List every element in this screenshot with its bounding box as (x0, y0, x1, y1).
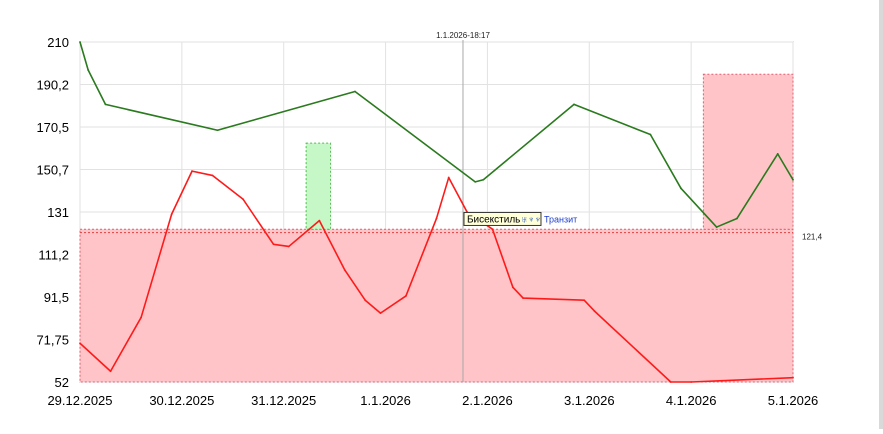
x-tick-label: 3.1.2026 (564, 393, 615, 408)
series-2-point (170, 213, 173, 216)
cursor-label: 1.1.2026-18:17 (436, 31, 490, 40)
annotation-box (463, 211, 542, 226)
y-tick-label: 210 (47, 35, 69, 50)
series-1-point (680, 187, 682, 190)
series-2-point (191, 170, 193, 173)
y-tick-label: 150,7 (36, 163, 69, 178)
series-1-point (736, 217, 738, 220)
series-1-point (216, 129, 219, 132)
series-1-point (715, 226, 718, 228)
y-tick-label: 71,75 (36, 333, 69, 348)
y-tick-label: 170,5 (36, 120, 69, 135)
shaded-region-2 (702, 73, 794, 230)
series-1-point (104, 103, 107, 106)
series-2-point (435, 217, 438, 220)
annotation-text: Бисекстиль (467, 214, 520, 225)
y-tick-label: 52 (55, 375, 69, 390)
series-1-line (79, 41, 794, 228)
x-tick-label: 2.1.2026 (462, 393, 513, 408)
annotation: Бисекстиль ♅♆♆ Транзит (463, 211, 577, 226)
x-tick-label: 30.12.2025 (149, 393, 214, 408)
window-right-border (879, 0, 883, 429)
series-2-point (491, 228, 494, 231)
reference-line-label: 121,4 (802, 233, 823, 242)
y-tick-label: 131 (47, 205, 69, 220)
x-tick-label: 4.1.2026 (666, 393, 717, 408)
series-2-point (792, 376, 794, 379)
shaded-region-1 (79, 228, 794, 383)
series-2-line (79, 170, 794, 383)
series-2-point (593, 310, 596, 312)
series-2-point (669, 381, 672, 383)
series-2-point (583, 299, 586, 302)
x-tick-label: 5.1.2026 (768, 393, 819, 408)
series-1-point (649, 133, 652, 136)
annotation-symbols: ♅♆♆ (521, 214, 541, 224)
series-2-point (379, 312, 382, 315)
y-tick-label: 111,2 (38, 248, 69, 263)
series-2-point (308, 228, 311, 231)
series-1-point (79, 41, 81, 43)
x-tick-label: 1.1.2026 (360, 393, 411, 408)
x-tick-label: 29.12.2025 (47, 393, 112, 408)
series-2-point (343, 269, 346, 272)
series-2-point (522, 297, 524, 299)
series-2-point (140, 316, 143, 319)
series-2-point (447, 176, 450, 179)
x-tick-label: 31.12.2025 (251, 393, 316, 408)
series-1-point (482, 178, 485, 181)
series-2-point (511, 286, 514, 289)
series-1-point (573, 103, 575, 106)
series-2-point (109, 370, 112, 373)
shaded-region-3 (305, 142, 332, 230)
series-1-point (776, 152, 779, 155)
series-2-point (242, 198, 244, 200)
series-2-point (79, 342, 81, 345)
y-tick-label: 190,2 (36, 78, 69, 93)
series-1-point (792, 178, 794, 181)
series-2-point (287, 245, 290, 248)
series-1-point (474, 180, 477, 183)
series-2-point (405, 295, 407, 297)
annotation-suffix: Транзит (544, 214, 577, 224)
series-2-point (272, 243, 275, 246)
series-2-point (690, 381, 693, 383)
series-2-point (364, 299, 367, 302)
series-1-point (87, 69, 90, 71)
y-tick-label: 91,5 (44, 290, 69, 305)
series-1-point (354, 90, 356, 93)
series-2-point (318, 219, 321, 222)
series-2-point (211, 174, 214, 177)
